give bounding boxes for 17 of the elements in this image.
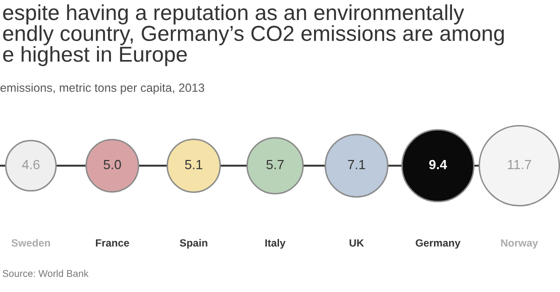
source-note: Source: World Bank	[2, 270, 89, 277]
category-label: UK	[350, 239, 364, 247]
category-label: France	[96, 239, 130, 247]
category-label: Norway	[501, 239, 538, 249]
data-label: 9.4	[429, 160, 448, 170]
data-label: 7.1	[348, 160, 366, 170]
category-label: Germany	[416, 239, 460, 249]
text: emissions, metric tons per capita, 2013	[0, 83, 204, 94]
data-label: 5.1	[185, 160, 202, 170]
category-label: Sweden	[12, 238, 50, 247]
data-label: 11.7	[508, 160, 531, 170]
data-label: 5.0	[104, 160, 121, 170]
text: espite having a reputation as an environmentally endly country, Germany’s CO2 emissions are among e highest in Europe	[3, 4, 504, 66]
category-label: Spain	[180, 238, 208, 249]
data-label: 5.7	[266, 160, 284, 170]
data-label: 4.6	[22, 160, 40, 170]
category-label: Italy	[265, 238, 286, 249]
